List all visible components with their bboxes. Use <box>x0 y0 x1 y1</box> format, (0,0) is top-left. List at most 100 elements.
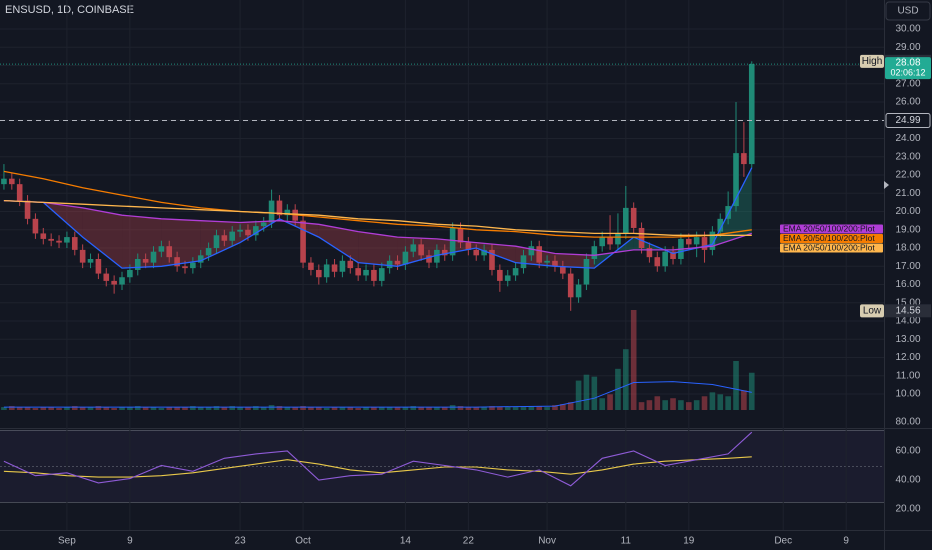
volume-bar <box>64 407 70 410</box>
y-tick-label: 23.00 <box>895 151 920 162</box>
candle-body <box>32 218 39 234</box>
ema-line <box>3 199 753 256</box>
candle-body <box>40 233 47 239</box>
candle-body <box>134 258 141 270</box>
volume-bar <box>158 408 165 410</box>
candle-body <box>748 64 755 165</box>
y-tick-label: 27.00 <box>895 78 920 89</box>
x-tick-label: 14 <box>400 536 412 547</box>
candle-body <box>512 268 519 276</box>
candle-body <box>323 264 330 278</box>
volume-bar <box>630 310 637 410</box>
ema-ribbon <box>318 224 359 263</box>
candle-body <box>709 231 716 250</box>
volume-bar <box>213 406 220 410</box>
volume-bar <box>276 406 283 410</box>
candle-body <box>544 260 550 263</box>
volume-bar <box>56 408 62 410</box>
x-tick-label: 19 <box>683 536 695 547</box>
x-tick-label: Oct <box>295 536 311 547</box>
volume-bar <box>520 407 527 410</box>
candle-body <box>237 229 243 232</box>
candle-body <box>693 237 700 245</box>
volume-bar <box>119 407 125 410</box>
volume-bar <box>253 406 259 410</box>
candle-body <box>504 275 511 281</box>
volume-bar <box>426 407 432 410</box>
volume-bar <box>497 407 503 410</box>
candle-body <box>630 207 637 228</box>
candle-body <box>371 269 377 281</box>
candle-body <box>253 226 259 236</box>
candle-body <box>536 246 543 263</box>
candle-body <box>497 269 503 281</box>
candle-body <box>119 277 125 285</box>
ema-line <box>3 170 752 238</box>
candle-body <box>197 255 204 263</box>
currency-label[interactable]: USD <box>897 6 918 17</box>
ema-ribbon <box>161 218 201 267</box>
candle-body <box>355 268 361 276</box>
x-tick-label: 22 <box>463 536 475 547</box>
volume-bar <box>741 390 747 410</box>
volume-bar <box>709 392 716 410</box>
candle-body <box>24 200 31 219</box>
candle-body <box>276 200 283 216</box>
volume-bar <box>229 406 236 410</box>
candle-body <box>150 251 157 263</box>
symbol-title: ENSUSD, 1D, COINBASE <box>5 4 134 16</box>
alert-label: 24.99 <box>895 115 920 126</box>
candle-body <box>127 269 133 278</box>
volume-bar <box>599 398 605 410</box>
x-tick-label: 9 <box>127 536 133 547</box>
ema-line <box>3 167 753 269</box>
y-tick-label: 10.00 <box>895 389 920 400</box>
volume-bar <box>1 407 7 410</box>
volume-bar <box>95 406 102 410</box>
volume-bar <box>323 408 330 410</box>
volume-bar <box>48 407 54 410</box>
candle-body <box>316 269 322 278</box>
candle-body <box>560 266 566 274</box>
volume-bar <box>79 407 86 410</box>
volume-bar <box>386 407 393 410</box>
volume-bar <box>528 406 535 410</box>
candle-body <box>623 207 629 234</box>
candle-body <box>457 227 464 243</box>
low-marker-tag <box>860 304 884 318</box>
volume-bar <box>182 407 188 410</box>
candle-body <box>166 246 173 258</box>
currency-box[interactable] <box>885 1 931 21</box>
candle-body <box>426 255 432 263</box>
candle-body <box>182 266 188 269</box>
volume-bar <box>142 407 149 410</box>
candle-body <box>717 218 724 232</box>
candle-body <box>386 260 393 269</box>
volume-bar <box>134 406 141 410</box>
candle-body <box>268 200 275 223</box>
candle-body <box>654 257 661 267</box>
candle-body <box>528 246 535 256</box>
y-tick-label: 22.00 <box>895 170 920 181</box>
last-price-countdown: 02:06:12 <box>890 67 925 77</box>
ema-tag-label: EMA 20/50/100/200:Plot <box>783 233 875 243</box>
candle-body <box>103 273 110 281</box>
candle-body <box>245 229 251 236</box>
volume-bar <box>615 368 621 410</box>
volume-bar <box>347 407 354 410</box>
volume-bar <box>260 407 267 410</box>
volume-bar <box>221 407 228 410</box>
volume-bar <box>457 406 464 410</box>
candle-body <box>410 244 417 252</box>
volume-bar <box>504 407 511 410</box>
candle-body <box>646 248 653 258</box>
volume-bar <box>717 394 724 410</box>
volume-bar <box>71 406 78 410</box>
volume-bar <box>646 400 653 410</box>
volume-bar <box>394 407 401 410</box>
x-tick-label: Sep <box>58 536 76 547</box>
x-tick-label: 23 <box>235 536 247 547</box>
volume-bar <box>733 360 739 410</box>
